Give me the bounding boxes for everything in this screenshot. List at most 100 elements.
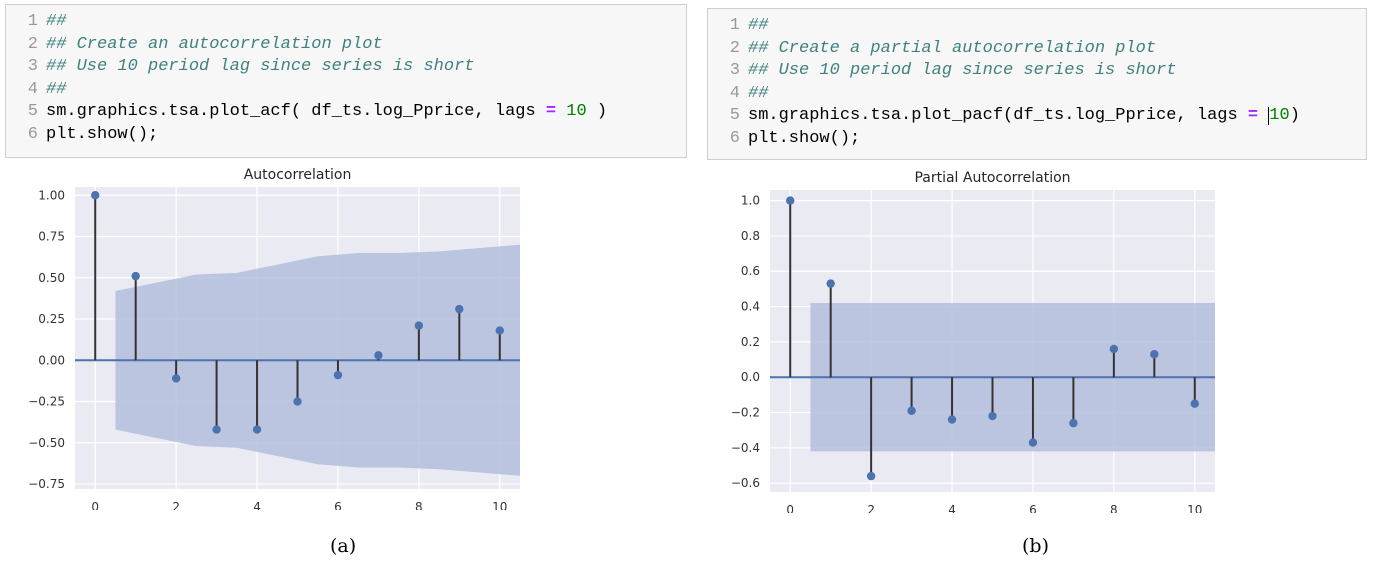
x-tick-label: 10	[1187, 503, 1202, 513]
code-token: plt.show();	[748, 128, 861, 148]
code-token: ## Use 10 period lag since series is sho…	[748, 61, 1177, 80]
code-token: plt.show();	[46, 124, 159, 144]
code-token: ## Create a partial autocorrelation plot	[748, 38, 1157, 58]
data-point	[252, 425, 262, 434]
code-token: )	[586, 102, 608, 121]
y-tick-label: 0.75	[38, 230, 65, 244]
line-number: 3	[27, 57, 38, 76]
code-line: 1 ##	[708, 15, 1366, 38]
y-tick-label: −0.50	[28, 436, 65, 450]
line-number: 2	[729, 38, 740, 58]
caption-a: (a)	[330, 535, 357, 557]
data-point	[907, 406, 916, 415]
code-token: )	[1289, 106, 1300, 125]
code-lines: 1 ## 2 ## Create an autocorrelation plot 3 ##…	[6, 11, 686, 146]
data-point	[866, 471, 876, 481]
data-point	[131, 271, 140, 281]
code-token: ##	[46, 79, 67, 99]
data-point	[947, 415, 957, 424]
data-point	[1190, 399, 1199, 408]
caption-b: (b)	[1022, 535, 1049, 557]
pacf-chart: Partial Autocorrelation 1.0 0.8 0.6 0.4 0.2 0.…	[731, 170, 1215, 513]
data-point	[293, 397, 302, 406]
x-tick-label: 6	[1029, 503, 1037, 513]
y-tick-label: 0.00	[38, 353, 65, 367]
data-point	[988, 411, 997, 421]
x-tick-label: 4	[253, 500, 261, 510]
y-tick-label: 0.0	[741, 370, 760, 384]
line-number: 5	[729, 106, 740, 125]
code-token: 10	[1269, 106, 1290, 125]
y-tick-label: 0.6	[741, 264, 760, 278]
code-line: 6 plt.show();	[6, 124, 686, 147]
code-token	[1258, 105, 1268, 128]
code-token: 10	[566, 102, 587, 121]
line-number: 5	[27, 102, 38, 121]
x-tick-label: 8	[1110, 503, 1118, 513]
data-point	[1109, 344, 1119, 354]
acf-chart: Autocorrelation 1.00 0.75 0.50 0.25 0.00 −0.25…	[28, 167, 521, 510]
y-tick-label: −0.25	[28, 395, 65, 409]
line-number: 1	[27, 12, 38, 31]
y-tick-label: −0.4	[731, 441, 760, 455]
data-point	[495, 326, 504, 335]
code-token	[556, 101, 566, 124]
y-tick-label: 0.4	[741, 300, 760, 314]
data-point	[455, 304, 464, 314]
code-line: 2 ## Create an autocorrelation plot	[6, 34, 686, 57]
chart-title: Partial Autocorrelation	[914, 170, 1070, 186]
line-number: 3	[729, 61, 740, 80]
code-line: 6 plt.show();	[708, 128, 1366, 151]
data-point	[1069, 418, 1078, 428]
data-point	[374, 351, 383, 360]
y-tick-label: 1.00	[38, 188, 65, 202]
code-token: ##	[748, 83, 769, 103]
line-number: 6	[729, 128, 740, 148]
x-tick-label: 6	[334, 500, 342, 510]
x-tick-label: 2	[172, 500, 180, 510]
code-line: 4 ##	[6, 79, 686, 102]
code-line: 5 sm.graphics.tsa.plot_pacf(df_ts.log_Ppr…	[708, 105, 1366, 128]
y-tick-label: −0.6	[731, 476, 760, 490]
y-tick-label: 1.0	[741, 194, 760, 208]
code-token: sm.graphics.tsa.plot_acf( df_ts.log_Ppri…	[46, 102, 546, 121]
data-point	[212, 425, 221, 434]
x-tick-label: 10	[492, 500, 507, 510]
code-lines: 1 ## 2 ## Create a partial autocorrelation …	[708, 15, 1366, 150]
line-number: 6	[27, 124, 38, 144]
line-number: 2	[27, 34, 38, 54]
data-point	[1150, 350, 1159, 359]
text-cursor	[1268, 107, 1270, 125]
y-tick-label: 0.8	[741, 229, 760, 243]
code-cell-pacf[interactable]: 1 ## 2 ## Create a partial autocorrelation …	[707, 8, 1367, 160]
code-token: ##	[748, 16, 769, 35]
y-tick-label: 0.25	[38, 312, 65, 326]
code-line: 2 ## Create a partial autocorrelation plo…	[708, 38, 1366, 61]
data-point	[91, 191, 100, 200]
x-tick-label: 4	[948, 503, 956, 513]
code-line: 3 ## Use 10 period lag since series is sh…	[708, 60, 1366, 83]
code-token: ## Use 10 period lag since series is sho…	[46, 57, 475, 76]
code-line: 5 sm.graphics.tsa.plot_acf( df_ts.log_Ppr…	[6, 101, 686, 124]
data-point	[333, 370, 343, 380]
code-token: ##	[46, 12, 67, 31]
code-cell-acf[interactable]: 1 ## 2 ## Create an autocorrelation plot 3 ##…	[5, 4, 687, 158]
code-token: ## Create an autocorrelation plot	[46, 34, 383, 54]
data-point	[1028, 438, 1038, 447]
x-tick-label: 2	[867, 503, 875, 513]
data-point	[414, 321, 424, 330]
x-tick-label: 0	[91, 500, 99, 510]
line-number: 1	[729, 16, 740, 35]
code-line: 4 ##	[708, 83, 1366, 106]
y-tick-label: −0.2	[731, 406, 760, 420]
y-tick-label: 0.50	[38, 271, 65, 285]
data-point	[826, 279, 835, 288]
y-tick-label: 0.2	[741, 335, 760, 349]
code-line: 3 ## Use 10 period lag since series is sh…	[6, 56, 686, 79]
y-tick-label: −0.75	[28, 477, 65, 491]
chart-title: Autocorrelation	[244, 167, 352, 183]
data-point	[786, 196, 795, 205]
data-point	[171, 374, 181, 383]
x-tick-label: 8	[415, 500, 423, 510]
line-number: 4	[729, 83, 740, 103]
